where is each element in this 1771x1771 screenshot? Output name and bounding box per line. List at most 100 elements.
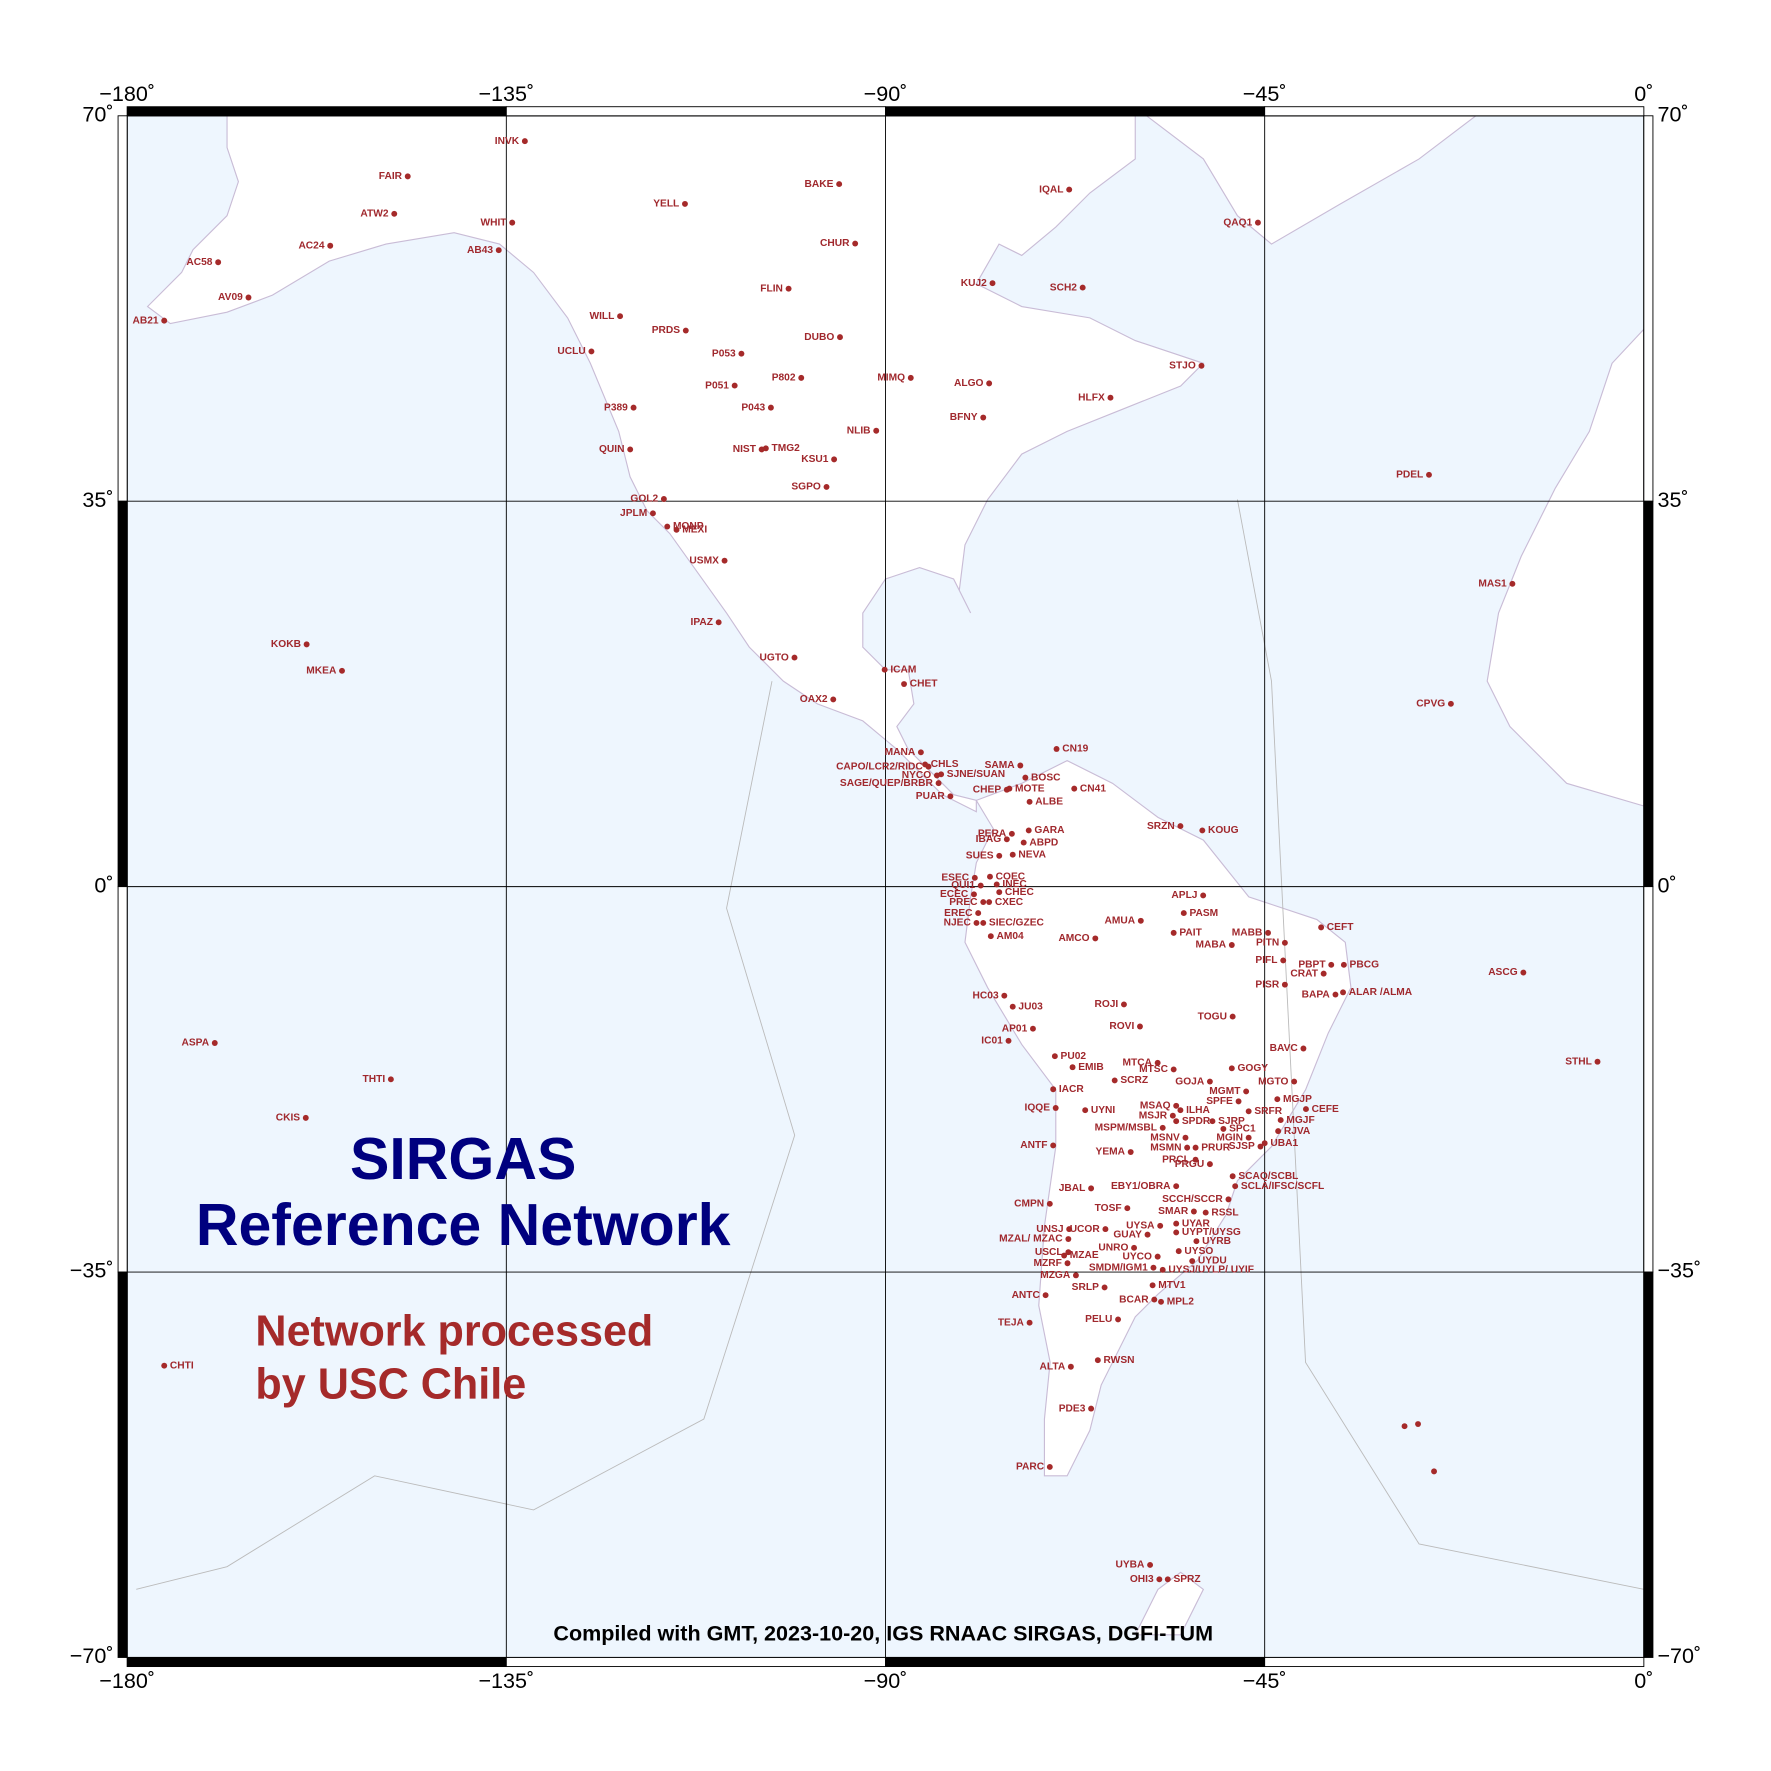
station-label: FLIN — [760, 283, 783, 294]
station — [1121, 1001, 1127, 1008]
station-label: AMUA — [1105, 915, 1136, 926]
station — [831, 456, 838, 463]
x-tick-label: −135˚ — [478, 81, 534, 106]
station — [211, 1040, 218, 1046]
station-label: PARC — [1016, 1462, 1045, 1473]
station-label: P051 — [705, 380, 729, 391]
station — [1261, 1140, 1268, 1147]
station — [1509, 580, 1516, 587]
south-america — [964, 759, 1352, 1477]
station-label: EREC — [944, 908, 973, 919]
station-label: PRDS — [652, 325, 681, 336]
station-label: USMX — [689, 555, 719, 566]
frame — [117, 106, 1654, 1668]
station — [1173, 1118, 1180, 1125]
station-label: AC58 — [186, 257, 212, 268]
station — [1020, 839, 1027, 846]
station-label: ALBE — [1035, 797, 1063, 808]
station-label: NLIB — [847, 425, 871, 436]
stations: INVK FAIR ATW2 WHIT AC24 AB43 AC58 AV09 YELL BAKE… — [132, 136, 1601, 1585]
station — [1158, 1298, 1164, 1305]
station — [1300, 1045, 1307, 1052]
x-tick-label: −90˚ — [864, 1668, 908, 1693]
station-label: PRCL — [1162, 1154, 1190, 1165]
frame-bar — [1643, 115, 1654, 502]
station — [1050, 1086, 1057, 1093]
station — [996, 889, 1003, 896]
station-label: PRGU — [1175, 1159, 1204, 1170]
station — [1426, 471, 1432, 478]
station — [1170, 929, 1177, 936]
station-label: OAX2 — [800, 694, 828, 705]
station — [830, 696, 837, 703]
station — [989, 280, 996, 287]
station-label: USCL — [1035, 1247, 1063, 1258]
station-label: THTI — [363, 1074, 386, 1085]
station — [1051, 1053, 1058, 1060]
station — [1061, 1252, 1068, 1259]
station — [1151, 1296, 1158, 1303]
station-label: MABA — [1196, 940, 1227, 951]
station — [1137, 1023, 1143, 1030]
station — [762, 445, 769, 452]
station — [1150, 1264, 1157, 1271]
station — [339, 667, 345, 674]
station-label: PASM — [1189, 908, 1218, 919]
station — [1175, 1248, 1182, 1255]
station-label: SMAR — [1158, 1206, 1189, 1217]
station-label: SGPO — [791, 482, 821, 493]
station-label: UYSO — [1184, 1246, 1213, 1257]
station-label: MTSC — [1139, 1064, 1169, 1075]
station — [975, 910, 982, 917]
station-label: TMG2 — [772, 443, 801, 454]
station — [1131, 1244, 1138, 1251]
station-label: TOGU — [1198, 1011, 1227, 1022]
station — [973, 920, 980, 926]
station-label: MSMN — [1150, 1142, 1181, 1153]
station — [1229, 1173, 1236, 1180]
station — [731, 382, 738, 389]
station — [1180, 910, 1187, 917]
y-tick-label: −70˚ — [1657, 1643, 1701, 1668]
station — [1198, 362, 1205, 369]
subtitle: by USC Chile — [255, 1361, 526, 1409]
station-label: P802 — [772, 373, 796, 384]
station — [1173, 1102, 1180, 1109]
station-label: ASCG — [1488, 967, 1518, 978]
station-label: SPFE — [1206, 1096, 1233, 1107]
station-label: NYCO — [902, 770, 932, 781]
station-label: UYCO — [1123, 1251, 1153, 1262]
station-label: CHLS — [931, 759, 959, 770]
frame-bar — [505, 1657, 886, 1668]
station — [1017, 762, 1024, 769]
station — [1320, 970, 1327, 977]
station-label: PIFL — [1255, 955, 1277, 966]
station — [1229, 1013, 1236, 1020]
station — [738, 350, 745, 357]
station — [1189, 1258, 1196, 1264]
station — [1046, 1464, 1053, 1470]
station — [1065, 1249, 1072, 1256]
station — [1415, 1421, 1421, 1427]
y-tick-label: −70˚ — [70, 1643, 114, 1668]
station — [1447, 700, 1454, 707]
station — [986, 899, 993, 906]
station-label: UBA1 — [1270, 1138, 1298, 1149]
station-label: MANA — [885, 747, 916, 758]
station — [1209, 1118, 1216, 1125]
station — [1009, 1003, 1016, 1010]
station — [1192, 1144, 1199, 1151]
station-label: NEVA — [1018, 849, 1046, 860]
station — [1159, 1124, 1166, 1131]
station-label: IQQE — [1025, 1103, 1051, 1114]
station-label: EMIB — [1078, 1062, 1104, 1073]
station — [1190, 1208, 1197, 1215]
station-label: UCOR — [1070, 1224, 1101, 1235]
station — [1318, 924, 1325, 931]
frame-bar — [126, 106, 507, 117]
station — [1065, 1236, 1072, 1242]
station — [1245, 1108, 1252, 1115]
station-label: MGJP — [1283, 1094, 1312, 1105]
station-label: IACR — [1059, 1084, 1085, 1095]
